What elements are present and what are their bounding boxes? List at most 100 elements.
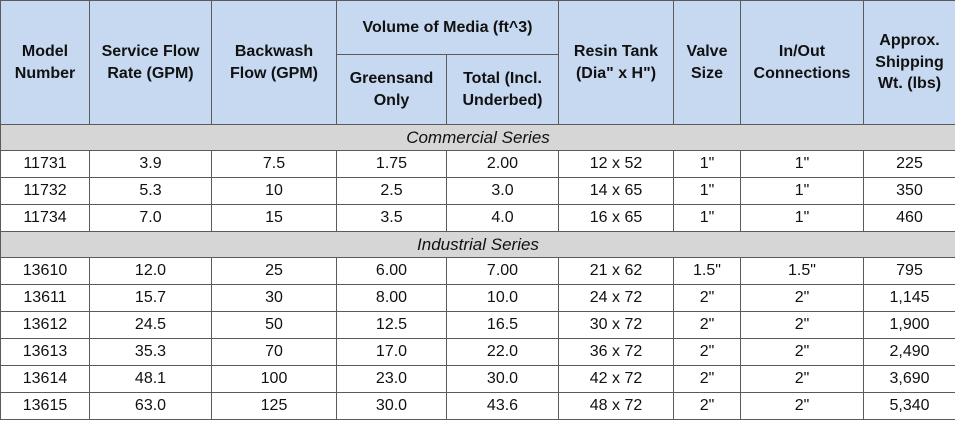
header-in-out-connections: In/Out Connections [740,0,864,125]
cell-model-number: 11732 [0,177,90,205]
cell-service-flow-rate: 12.0 [89,257,212,285]
cell-greensand-only: 3.5 [336,204,447,232]
cell-total-volume: 4.0 [446,204,559,232]
cell-valve-size: 1" [673,177,741,205]
cell-backwash-flow: 25 [211,257,337,285]
header-volume-of-media: Volume of Media (ft^3) [336,0,559,55]
table-row: 11734 7.0 15 3.5 4.0 16 x 65 1" 1" 460 [0,204,955,232]
cell-service-flow-rate: 24.5 [89,311,212,339]
cell-valve-size: 2" [673,392,741,420]
cell-service-flow-rate: 3.9 [89,150,212,178]
cell-backwash-flow: 15 [211,204,337,232]
cell-shipping-weight: 225 [863,150,955,178]
table-row: 13615 63.0 125 30.0 43.6 48 x 72 2" 2" 5,340 [0,392,955,420]
header-backwash-flow: Backwash Flow (GPM) [211,0,337,125]
header-model-number: Model Number [0,0,90,125]
cell-backwash-flow: 50 [211,311,337,339]
cell-shipping-weight: 3,690 [863,365,955,393]
cell-total-volume: 30.0 [446,365,559,393]
table-row: 11732 5.3 10 2.5 3.0 14 x 65 1" 1" 350 [0,177,955,205]
cell-total-volume: 43.6 [446,392,559,420]
table-header: Model Number Service Flow Rate (GPM) Bac… [0,0,955,125]
cell-shipping-weight: 5,340 [863,392,955,420]
cell-valve-size: 1" [673,150,741,178]
cell-service-flow-rate: 35.3 [89,338,212,366]
cell-resin-tank: 24 x 72 [558,284,674,312]
cell-resin-tank: 42 x 72 [558,365,674,393]
cell-model-number: 13611 [0,284,90,312]
header-service-flow-rate: Service Flow Rate (GPM) [89,0,212,125]
cell-resin-tank: 16 x 65 [558,204,674,232]
cell-greensand-only: 8.00 [336,284,447,312]
cell-connections: 2" [740,338,864,366]
table-row: 13610 12.0 25 6.00 7.00 21 x 62 1.5" 1.5" 795 [0,257,955,285]
cell-model-number: 13613 [0,338,90,366]
cell-connections: 2" [740,392,864,420]
cell-valve-size: 1.5" [673,257,741,285]
table-row: 13613 35.3 70 17.0 22.0 36 x 72 2" 2" 2,490 [0,338,955,366]
cell-service-flow-rate: 63.0 [89,392,212,420]
header-shipping-weight: Approx. Shipping Wt. (lbs) [863,0,955,125]
cell-connections: 1.5" [740,257,864,285]
cell-resin-tank: 48 x 72 [558,392,674,420]
cell-resin-tank: 12 x 52 [558,150,674,178]
cell-resin-tank: 30 x 72 [558,311,674,339]
cell-backwash-flow: 70 [211,338,337,366]
cell-greensand-only: 30.0 [336,392,447,420]
cell-resin-tank: 36 x 72 [558,338,674,366]
cell-connections: 1" [740,177,864,205]
header-greensand-only: Greensand Only [336,54,447,125]
cell-backwash-flow: 10 [211,177,337,205]
cell-backwash-flow: 100 [211,365,337,393]
cell-valve-size: 2" [673,311,741,339]
section-row: Commercial Series [0,124,955,151]
section-row: Industrial Series [0,231,955,258]
cell-shipping-weight: 795 [863,257,955,285]
cell-connections: 1" [740,204,864,232]
cell-model-number: 13612 [0,311,90,339]
cell-total-volume: 3.0 [446,177,559,205]
cell-total-volume: 16.5 [446,311,559,339]
cell-greensand-only: 12.5 [336,311,447,339]
cell-shipping-weight: 1,145 [863,284,955,312]
cell-backwash-flow: 7.5 [211,150,337,178]
cell-greensand-only: 17.0 [336,338,447,366]
cell-connections: 1" [740,150,864,178]
cell-service-flow-rate: 15.7 [89,284,212,312]
cell-total-volume: 2.00 [446,150,559,178]
cell-total-volume: 22.0 [446,338,559,366]
cell-model-number: 11734 [0,204,90,232]
table-row: 13614 48.1 100 23.0 30.0 42 x 72 2" 2" 3,690 [0,365,955,393]
cell-connections: 2" [740,284,864,312]
cell-connections: 2" [740,365,864,393]
cell-connections: 2" [740,311,864,339]
cell-service-flow-rate: 7.0 [89,204,212,232]
cell-service-flow-rate: 5.3 [89,177,212,205]
cell-total-volume: 10.0 [446,284,559,312]
cell-model-number: 13610 [0,257,90,285]
cell-shipping-weight: 460 [863,204,955,232]
header-valve-size: Valve Size [673,0,741,125]
cell-backwash-flow: 30 [211,284,337,312]
cell-greensand-only: 2.5 [336,177,447,205]
cell-greensand-only: 23.0 [336,365,447,393]
cell-valve-size: 2" [673,338,741,366]
table-row: 13612 24.5 50 12.5 16.5 30 x 72 2" 2" 1,900 [0,311,955,339]
cell-greensand-only: 1.75 [336,150,447,178]
table-row: 11731 3.9 7.5 1.75 2.00 12 x 52 1" 1" 225 [0,150,955,178]
cell-resin-tank: 14 x 65 [558,177,674,205]
cell-valve-size: 2" [673,284,741,312]
cell-valve-size: 2" [673,365,741,393]
cell-shipping-weight: 1,900 [863,311,955,339]
cell-valve-size: 1" [673,204,741,232]
cell-total-volume: 7.00 [446,257,559,285]
table-row: 13611 15.7 30 8.00 10.0 24 x 72 2" 2" 1,145 [0,284,955,312]
cell-service-flow-rate: 48.1 [89,365,212,393]
cell-backwash-flow: 125 [211,392,337,420]
cell-greensand-only: 6.00 [336,257,447,285]
cell-model-number: 13615 [0,392,90,420]
header-total-incl-underbed: Total (Incl. Underbed) [446,54,559,125]
section-title: Industrial Series [0,231,955,258]
header-resin-tank: Resin Tank (Dia" x H") [558,0,674,125]
